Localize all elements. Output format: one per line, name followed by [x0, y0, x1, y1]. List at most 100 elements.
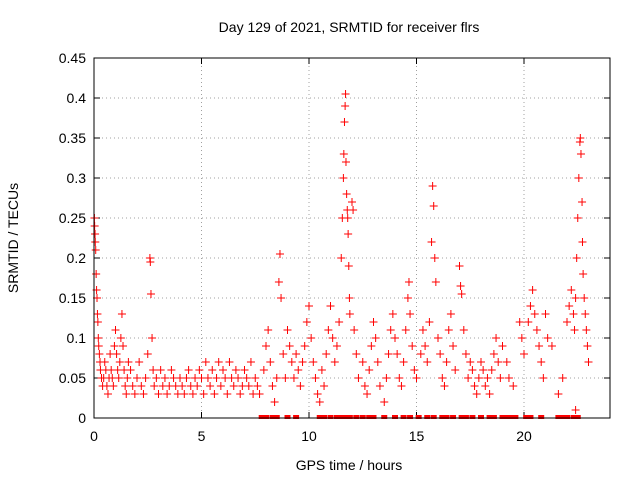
data-point: [388, 310, 397, 318]
baseline-point: [478, 415, 484, 419]
data-point: [201, 358, 210, 366]
data-point: [262, 342, 270, 350]
data-point: [481, 382, 490, 390]
data-point: [119, 342, 128, 350]
data-point: [578, 238, 587, 246]
baseline-point: [346, 415, 353, 419]
data-point: [203, 374, 212, 382]
data-point: [294, 366, 303, 374]
data-point: [572, 254, 581, 262]
data-point: [148, 334, 157, 342]
data-point: [195, 366, 204, 374]
y-tick-label: 0.15: [59, 290, 86, 306]
data-point: [160, 374, 169, 382]
data-point: [123, 374, 132, 382]
baseline-point: [527, 415, 534, 419]
baseline-point: [486, 415, 493, 419]
data-point: [399, 358, 408, 366]
data-point: [115, 358, 124, 366]
data-point: [345, 310, 354, 318]
x-tick-label: 15: [409, 428, 425, 444]
baseline-point: [316, 415, 323, 419]
data-point: [111, 326, 120, 334]
data-point: [236, 390, 245, 398]
data-point: [539, 374, 548, 382]
x-tick-label: 10: [301, 428, 317, 444]
baseline-point: [321, 415, 328, 419]
data-point: [410, 366, 419, 374]
data-point: [94, 342, 103, 350]
data-point: [524, 318, 533, 326]
data-point: [167, 366, 176, 374]
data-point: [178, 382, 187, 390]
baseline-point: [469, 415, 476, 419]
data-point: [558, 374, 567, 382]
data-point: [528, 286, 537, 294]
data-point: [425, 318, 434, 326]
data-point: [474, 374, 483, 382]
data-point: [225, 358, 234, 366]
data-point: [498, 342, 507, 350]
plot-frame: [93, 57, 611, 419]
data-point: [576, 134, 585, 142]
data-point: [340, 118, 349, 126]
data-point: [277, 294, 286, 302]
data-point: [382, 374, 391, 382]
chart-title: Day 129 of 2021, SRMTID for receiver flr…: [219, 19, 480, 35]
data-point: [139, 390, 148, 398]
x-axis-label: GPS time / hours: [296, 457, 403, 473]
data-point: [468, 366, 477, 374]
baseline-point: [430, 415, 437, 419]
tick-layer: 0 0.05 0.1 0.15 0.2 0.25 0.3 0.35 0.4 0.45 0 5 10 15 2…: [59, 50, 610, 444]
baseline-point: [499, 415, 506, 419]
data-point: [315, 398, 324, 406]
data-point: [369, 318, 378, 326]
baseline-point: [439, 415, 446, 419]
data-point: [496, 374, 505, 382]
data-point: [440, 382, 449, 390]
baseline-point: [258, 415, 265, 419]
data-point: [537, 358, 546, 366]
data-point: [272, 374, 281, 382]
data-point: [344, 230, 353, 238]
data-point: [375, 382, 384, 390]
data-point: [283, 326, 292, 334]
data-point: [580, 294, 589, 302]
data-point: [582, 326, 591, 334]
baseline-point: [338, 415, 345, 419]
data-point: [579, 270, 588, 278]
data-point: [576, 150, 585, 158]
data-point: [339, 174, 348, 182]
data-point: [244, 382, 253, 390]
baseline-point: [353, 415, 360, 419]
data-point: [133, 374, 141, 382]
x-tick-label: 20: [516, 428, 532, 444]
data-point: [397, 382, 406, 390]
data-point: [93, 318, 102, 326]
data-point: [365, 366, 374, 374]
data-point: [547, 342, 556, 350]
baseline-point: [443, 415, 450, 419]
baseline-point: [263, 415, 269, 419]
data-point: [535, 342, 544, 350]
data-point: [341, 158, 350, 166]
data-point: [285, 342, 294, 350]
data-point: [342, 190, 351, 198]
data-point: [231, 366, 240, 374]
baseline-point: [366, 415, 373, 419]
data-point: [223, 390, 232, 398]
data-point: [386, 326, 395, 334]
data-point: [367, 342, 376, 350]
data-point: [141, 374, 150, 382]
data-point: [584, 358, 593, 366]
data-point: [289, 374, 298, 382]
y-tick-label: 0.35: [59, 130, 86, 146]
data-point: [517, 334, 526, 342]
baseline-point: [462, 415, 469, 419]
y-tick-label: 0.1: [67, 330, 87, 346]
data-point: [404, 278, 413, 286]
data-point: [461, 350, 470, 358]
data-point: [307, 334, 316, 342]
data-point: [339, 150, 348, 158]
